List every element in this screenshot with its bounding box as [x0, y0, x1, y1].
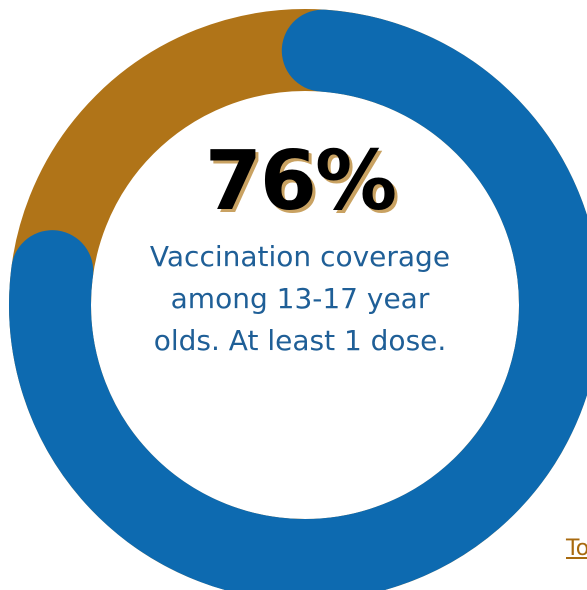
- footer-link[interactable]: To: [566, 536, 587, 561]
- center-percent-value: 76%: [204, 134, 397, 229]
- donut-slice-vaccinated: [9, 9, 587, 590]
- center-caption: Vaccination coverage among 13-17 year ol…: [149, 240, 451, 357]
- donut-center-label: 76% Vaccination coverage among 13-17 yea…: [125, 132, 475, 362]
